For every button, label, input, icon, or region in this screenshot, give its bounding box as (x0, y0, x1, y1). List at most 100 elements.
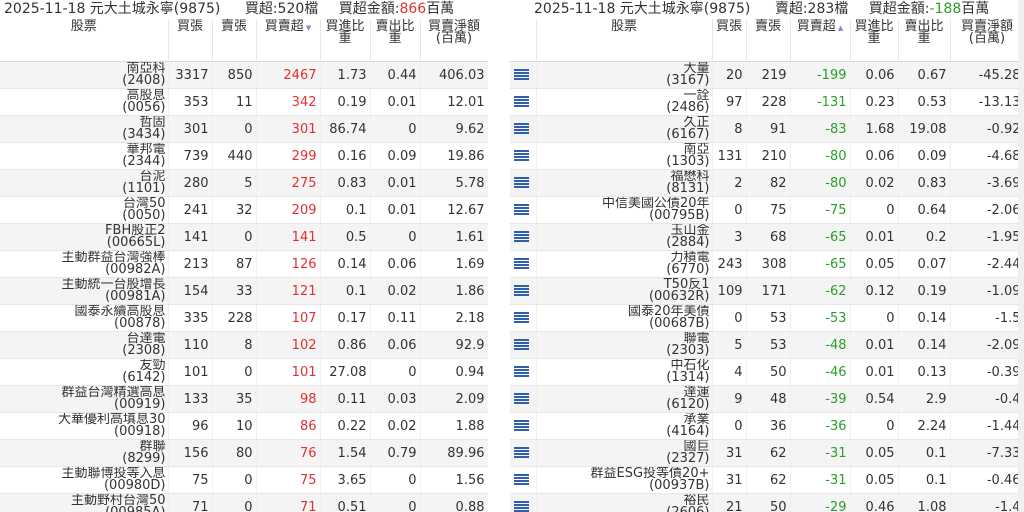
stock-cell[interactable]: 福懋科 (8131) (536, 169, 713, 197)
list-icon[interactable] (514, 69, 529, 81)
col-buy[interactable]: 買張 (168, 19, 213, 62)
list-icon[interactable] (514, 96, 529, 108)
table-row[interactable]: 達運 (6120) 9 48 -39 0.54 2.9 -0.4 (510, 385, 1024, 413)
table-row[interactable]: 哲固 (3434) 301 0 301 86.74 0 9.62 (0, 115, 488, 143)
table-row[interactable]: 國泰20年美債 (00687B) 0 53 -53 0 0.14 -1.5 (510, 304, 1024, 332)
stock-cell[interactable]: 主動聯博投等入息 (00980D) (0, 466, 169, 494)
list-icon[interactable] (514, 285, 529, 297)
stock-cell[interactable]: 久正 (6167) (536, 115, 713, 143)
row-icon-cell[interactable] (510, 439, 537, 467)
stock-name[interactable]: 中信美國公債20年 (601, 196, 710, 211)
col-sell[interactable]: 賣張 (212, 19, 257, 62)
stock-cell[interactable]: 大華優利高填息30 (00918) (0, 412, 169, 440)
row-icon-cell[interactable] (510, 250, 537, 278)
list-icon[interactable] (514, 231, 529, 243)
table-row[interactable]: 高股息 (0056) 353 11 342 0.19 0.01 12.01 (0, 88, 488, 116)
table-row[interactable]: 台泥 (1101) 280 5 275 0.83 0.01 5.78 (0, 169, 488, 197)
stock-name[interactable]: 大量 (683, 61, 710, 76)
stock-cell[interactable]: 群益台灣精選高息 (00919) (0, 385, 169, 413)
col-amount[interactable]: 買賣淨額(百萬) (420, 19, 488, 62)
table-row[interactable]: 台灣50 (0050) 241 32 209 0.1 0.01 12.67 (0, 196, 488, 224)
table-row[interactable]: 大量 (3167) 20 219 -199 0.06 0.67 -45.28 (510, 61, 1024, 89)
table-row[interactable]: 大華優利高填息30 (00918) 96 10 86 0.22 0.02 1.88 (0, 412, 488, 440)
stock-cell[interactable]: 主動群益台灣強棒 (00982A) (0, 250, 169, 278)
stock-name[interactable]: 高股息 (126, 88, 166, 103)
stock-name[interactable]: 久正 (683, 115, 710, 130)
row-icon-cell[interactable] (510, 304, 537, 332)
stock-cell[interactable]: 主動統一台股增長 (00981A) (0, 277, 169, 305)
stock-name[interactable]: 裕民 (683, 493, 710, 508)
list-icon[interactable] (514, 501, 529, 512)
stock-cell[interactable]: 國泰20年美債 (00687B) (536, 304, 713, 332)
table-row[interactable]: 台達電 (2308) 110 8 102 0.86 0.06 92.9 (0, 331, 488, 359)
stock-name[interactable]: 聯電 (683, 331, 710, 346)
stock-cell[interactable]: 哲固 (3434) (0, 115, 169, 143)
stock-name[interactable]: 哲固 (139, 115, 166, 130)
sort-arrow-icon[interactable]: ▲ (837, 24, 844, 32)
table-row[interactable]: 國巨 (2327) 31 62 -31 0.05 0.1 -7.33 (510, 439, 1024, 467)
row-icon-cell[interactable] (510, 358, 537, 386)
stock-cell[interactable]: 主動野村台灣50(00985A) (0, 493, 169, 512)
list-icon[interactable] (514, 177, 529, 189)
stock-cell[interactable]: 群益ESG投等債20+ (00937B) (536, 466, 713, 494)
stock-cell[interactable]: 台達電 (2308) (0, 331, 169, 359)
stock-name[interactable]: 主動聯博投等入息 (61, 466, 166, 481)
stock-name[interactable]: T50反1 (663, 277, 710, 292)
table-row[interactable]: 承業 (4164) 0 36 -36 0 2.24 -1.44 (510, 412, 1024, 440)
col-sell-ratio[interactable]: 賣出比重 (370, 19, 421, 62)
stock-cell[interactable]: 國泰永續高股息 (00878) (0, 304, 169, 332)
stock-name[interactable]: 主動野村台灣50 (70, 493, 166, 508)
list-icon[interactable] (514, 312, 529, 324)
stock-cell[interactable]: 友勁 (6142) (0, 358, 169, 386)
stock-cell[interactable]: 大量 (3167) (536, 61, 713, 89)
col-amount[interactable]: 買賣淨額(百萬) (950, 19, 1024, 62)
stock-name[interactable]: 台泥 (139, 169, 166, 184)
table-row[interactable]: 主動群益台灣強棒 (00982A) 213 87 126 0.14 0.06 1.69 (0, 250, 488, 278)
row-icon-cell[interactable] (510, 142, 537, 170)
stock-name[interactable]: 國泰20年美債 (627, 304, 710, 319)
list-icon[interactable] (514, 339, 529, 351)
stock-cell[interactable]: T50反1 (00632R) (536, 277, 713, 305)
row-icon-cell[interactable] (510, 61, 537, 89)
stock-name[interactable]: 群益台灣精選高息 (61, 385, 166, 400)
col-sell-ratio[interactable]: 賣出比重 (898, 19, 951, 62)
list-icon[interactable] (514, 204, 529, 216)
row-icon-cell[interactable] (510, 412, 537, 440)
stock-name[interactable]: 台達電 (126, 331, 166, 346)
stock-name[interactable]: 南亞科 (126, 61, 166, 76)
table-row[interactable]: 一詮 (2486) 97 228 -131 0.23 0.53 -13.13 (510, 88, 1024, 116)
table-row[interactable]: 中信美國公債20年 (00795B) 0 75 -75 0 0.64 -2.06 (510, 196, 1024, 224)
list-icon[interactable] (514, 420, 529, 432)
stock-name[interactable]: 中石化 (670, 358, 710, 373)
stock-name[interactable]: 華邦電 (126, 142, 166, 157)
col-stock[interactable]: 股票 (536, 19, 713, 62)
stock-cell[interactable]: 承業 (4164) (536, 412, 713, 440)
stock-cell[interactable]: 聯電 (2303) (536, 331, 713, 359)
row-icon-cell[interactable] (510, 277, 537, 305)
table-row[interactable]: 聯電 (2303) 5 53 -48 0.01 0.14 -2.09 (510, 331, 1024, 359)
row-icon-cell[interactable] (510, 493, 537, 512)
stock-name[interactable]: 南亞 (683, 142, 710, 157)
stock-cell[interactable]: 力積電 (6770) (536, 250, 713, 278)
table-row[interactable]: T50反1 (00632R) 109 171 -62 0.12 0.19 -1.09 (510, 277, 1024, 305)
col-buy-ratio[interactable]: 買進比重 (320, 19, 371, 62)
table-row[interactable]: 群益ESG投等債20+ (00937B) 31 62 -31 0.05 0.1 -0.46 (510, 466, 1024, 494)
table-row[interactable]: 華邦電 (2344) 739 440 299 0.16 0.09 19.86 (0, 142, 488, 170)
stock-cell[interactable]: FBH股正2 (00665L) (0, 223, 169, 251)
table-row[interactable]: 玉山金 (2884) 3 68 -65 0.01 0.2 -1.95 (510, 223, 1024, 251)
stock-name[interactable]: FBH股正2 (105, 223, 166, 238)
table-row[interactable]: 南亞科 (2408) 3317 850 2467 1.73 0.44 406.03 (0, 61, 488, 89)
stock-cell[interactable]: 南亞 (1303) (536, 142, 713, 170)
stock-name[interactable]: 國巨 (683, 439, 710, 454)
list-icon[interactable] (514, 474, 529, 486)
table-row[interactable]: 力積電 (6770) 243 308 -65 0.05 0.07 -2.44 (510, 250, 1024, 278)
table-row[interactable]: 友勁 (6142) 101 0 101 27.08 0 0.94 (0, 358, 488, 386)
table-row[interactable]: FBH股正2 (00665L) 141 0 141 0.5 0 1.61 (0, 223, 488, 251)
stock-name[interactable]: 國泰永續高股息 (74, 304, 166, 319)
stock-name[interactable]: 達運 (683, 385, 710, 400)
stock-name[interactable]: 主動統一台股增長 (61, 277, 166, 292)
stock-cell[interactable]: 華邦電 (2344) (0, 142, 169, 170)
row-icon-cell[interactable] (510, 169, 537, 197)
row-icon-cell[interactable] (510, 88, 537, 116)
